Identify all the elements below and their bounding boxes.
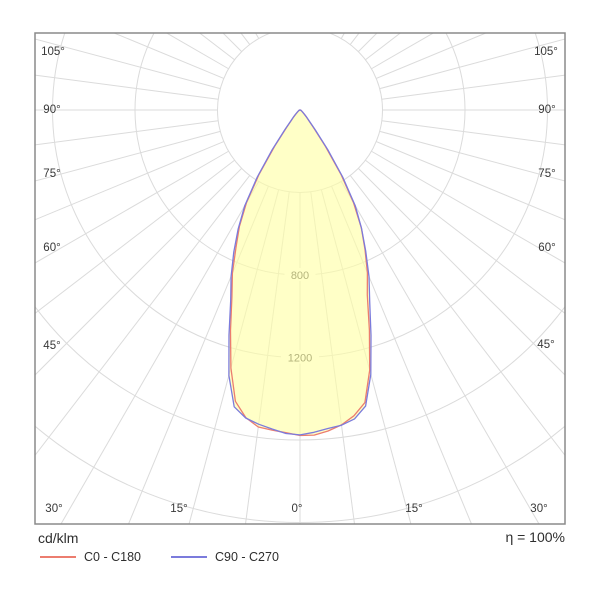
grid-ray [35,120,219,146]
legend-label-c0-c180: C0 - C180 [84,550,141,564]
grid-ray [331,186,473,524]
angle-label-left-90°: 90° [43,104,60,116]
grid-ray [379,130,565,182]
grid-ray [365,159,565,314]
grid-ray [267,33,269,34]
angle-label-bottom-0°: 0° [292,503,303,515]
angle-label-bottom-15°: 15° [405,503,422,515]
grid-ray [357,167,565,376]
angle-label-right-45°: 45° [537,339,554,351]
angle-label-left-45°: 45° [43,340,60,352]
grid-ray [112,33,224,79]
grid-ray [376,141,565,221]
angle-label-left-105°: 105° [41,46,65,58]
legend: C0 - C180 C90 - C270 [40,550,279,564]
grid-ray [35,74,219,100]
angle-label-right-60°: 60° [538,242,555,254]
grid-ray [35,130,221,182]
grid-ray [119,0,279,30]
grid-ray [376,33,488,79]
grid-ray [35,150,229,264]
grid-ray [209,0,290,28]
grid-ray [35,38,221,90]
grid-ray [35,159,235,314]
grid-ray [340,181,540,524]
grid-ray [381,74,565,100]
legend-line-c0-c180-icon [40,556,76,558]
grid-ray [127,186,269,524]
grid-ray [35,141,224,221]
legend-item-c0-c180: C0 - C180 [40,550,141,564]
grid-ray [379,38,565,90]
legend-item-c90-c270: C90 - C270 [170,550,279,564]
grid-ray [321,0,481,30]
angle-label-left-75°: 75° [43,168,60,180]
curve-c90-c270 [228,109,372,436]
angle-label-right-30°: 30° [530,503,547,515]
grid-ray [349,175,565,457]
legend-line-c90-c270-icon [170,556,207,558]
chart-frame [34,32,566,525]
angle-label-right-75°: 75° [538,168,555,180]
angle-label-left-30°: 30° [45,503,62,515]
grid-ray [35,167,243,376]
angle-label-right-105°: 105° [534,46,558,58]
grid-ray [222,33,243,53]
efficiency-label: η = 100% [505,529,565,545]
grid-ray [357,33,378,53]
legend-label-c90-c270: C90 - C270 [214,550,279,564]
units-label: cd/klm [38,530,79,546]
beam-fill [228,110,371,436]
angle-label-bottom-15°: 15° [170,503,187,515]
angle-label-left-60°: 60° [43,242,60,254]
grid-ray [311,0,392,28]
grid-ray [331,33,333,34]
grid-ray [60,181,260,524]
grid-ray [35,175,251,457]
angle-label-right-90°: 90° [538,104,555,116]
grid-ray [371,150,565,264]
grid-ray [381,120,565,146]
